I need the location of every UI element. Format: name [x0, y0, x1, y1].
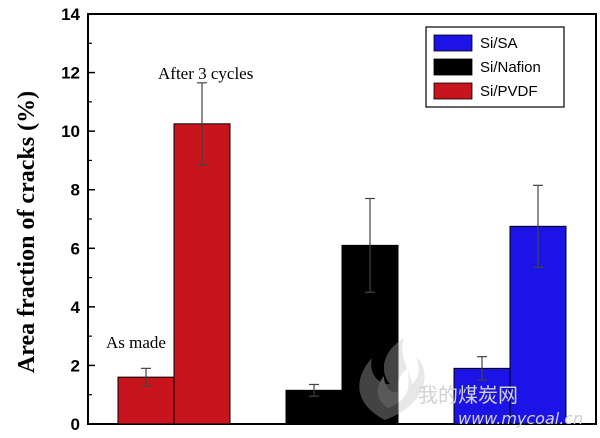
- y-axis-label: Area fraction of cracks (%): [14, 91, 40, 373]
- y-axis-ticks: 0 2 4 6 8 10 12 14: [61, 5, 95, 434]
- annotation-after-cycles: After 3 cycles: [158, 64, 253, 83]
- watermark-url: www.mycoal.cn: [458, 409, 583, 428]
- bar-group-si-pvdf: [117, 82, 231, 425]
- bar-group-si-nafion: [285, 197, 399, 425]
- y-tick-label: 14: [61, 5, 80, 24]
- y-tick-label: 6: [71, 239, 80, 258]
- y-tick-label: 12: [61, 64, 80, 83]
- plot-area: [87, 13, 597, 425]
- y-tick-label: 0: [71, 415, 80, 434]
- y-tick-label: 10: [61, 122, 80, 141]
- watermark: 我的煤炭网 www.mycoal.cn: [359, 338, 583, 428]
- bar: [285, 389, 343, 425]
- y-tick-label: 4: [71, 298, 81, 317]
- legend-label: Si/PVDF: [480, 83, 538, 100]
- y-tick-label: 2: [71, 356, 80, 375]
- bar: [173, 123, 231, 425]
- legend: Si/SA Si/Nafion Si/PVDF: [425, 26, 565, 108]
- y-tick-label: 8: [71, 181, 80, 200]
- annotation-as-made: As made: [106, 333, 166, 352]
- legend-swatch: [433, 34, 473, 52]
- legend-label: Si/Nafion: [480, 59, 541, 76]
- bar-group-si-sa: [453, 184, 567, 425]
- watermark-text: 我的煤炭网: [418, 383, 518, 407]
- legend-label: Si/SA: [480, 35, 518, 52]
- flame-logo-icon: [359, 338, 425, 420]
- legend-swatch: [433, 82, 473, 100]
- legend-swatch: [433, 58, 473, 76]
